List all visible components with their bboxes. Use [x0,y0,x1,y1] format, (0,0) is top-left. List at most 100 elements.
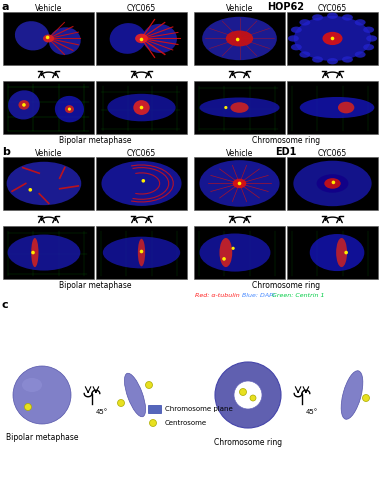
Ellipse shape [103,236,180,268]
Ellipse shape [140,106,143,110]
Ellipse shape [355,52,366,58]
Ellipse shape [322,32,343,45]
Ellipse shape [299,52,310,58]
Ellipse shape [149,420,157,426]
Bar [96,226,187,279]
Ellipse shape [46,36,50,39]
Ellipse shape [232,246,235,250]
Ellipse shape [224,106,227,109]
Ellipse shape [294,16,371,61]
Ellipse shape [200,234,271,272]
Ellipse shape [344,250,348,254]
Ellipse shape [138,239,145,266]
Text: 45°: 45° [306,409,318,415]
Text: Chromosome ring: Chromosome ring [252,281,320,290]
Text: Green: Centrin 1: Green: Centrin 1 [272,293,325,298]
Ellipse shape [331,180,335,184]
Text: CYC065: CYC065 [127,149,156,158]
Text: a: a [2,2,10,12]
Ellipse shape [234,381,262,409]
Bar [194,226,285,279]
Ellipse shape [226,30,253,46]
Text: Bipolar metaphase: Bipolar metaphase [59,136,131,145]
Ellipse shape [291,44,302,51]
Text: CYC065: CYC065 [318,149,347,158]
Ellipse shape [231,102,248,113]
Ellipse shape [8,234,80,270]
Ellipse shape [238,182,241,186]
Ellipse shape [29,188,32,192]
Text: ED1: ED1 [275,147,297,157]
Text: CYC065: CYC065 [318,4,347,13]
Bar [194,81,285,134]
Ellipse shape [341,370,363,420]
Ellipse shape [43,34,54,42]
Text: Blue: DAPI: Blue: DAPI [242,293,275,298]
Bar [3,157,94,210]
Ellipse shape [125,373,146,417]
Bar [287,12,378,65]
Ellipse shape [15,21,49,50]
Ellipse shape [142,24,177,53]
Text: b: b [2,147,10,157]
Ellipse shape [18,100,29,110]
Bar [194,12,285,65]
Ellipse shape [342,56,353,62]
Ellipse shape [200,98,280,117]
Ellipse shape [291,26,302,33]
Ellipse shape [133,100,150,115]
Ellipse shape [342,14,353,20]
Ellipse shape [6,162,81,205]
Ellipse shape [13,366,71,424]
Text: Vehicle: Vehicle [35,149,62,158]
Text: Chromosome ring: Chromosome ring [252,136,320,145]
Ellipse shape [331,36,334,40]
Ellipse shape [317,174,349,193]
Text: CYC065: CYC065 [127,4,156,13]
Ellipse shape [324,178,341,188]
Bar [96,157,187,210]
Ellipse shape [250,395,256,401]
Bar [3,226,94,279]
Bar [194,157,285,210]
Ellipse shape [233,178,247,188]
Text: Centrosome: Centrosome [165,420,207,426]
Text: Chromosome ring: Chromosome ring [214,438,282,447]
Ellipse shape [300,97,375,118]
Ellipse shape [117,400,125,406]
Bar [96,81,187,134]
Bar [3,81,94,134]
Bar [287,157,378,210]
Text: HOP62: HOP62 [267,2,304,12]
Ellipse shape [215,362,281,428]
Ellipse shape [68,108,71,110]
Ellipse shape [362,394,370,402]
Text: Vehicle: Vehicle [35,4,62,13]
Ellipse shape [31,238,38,267]
Ellipse shape [240,388,247,396]
Text: Bipolar metaphase: Bipolar metaphase [59,281,131,290]
Text: Vehicle: Vehicle [226,149,253,158]
Text: Red: α-tubulin: Red: α-tubulin [195,293,240,298]
Ellipse shape [202,17,277,60]
Text: Chromosome plane: Chromosome plane [165,406,233,412]
Ellipse shape [135,34,148,43]
Ellipse shape [236,38,240,42]
Ellipse shape [293,160,371,206]
Ellipse shape [336,238,347,267]
Ellipse shape [312,56,323,62]
Text: c: c [2,300,9,310]
Bar [148,405,161,413]
Ellipse shape [107,94,176,122]
Ellipse shape [65,105,74,113]
Text: 45°: 45° [96,409,108,415]
Ellipse shape [8,90,40,120]
Bar [287,81,378,134]
Ellipse shape [55,96,84,122]
Ellipse shape [312,14,323,20]
Ellipse shape [22,103,26,106]
Ellipse shape [31,250,35,254]
Ellipse shape [141,179,145,182]
Bar [287,226,378,279]
Ellipse shape [288,36,299,42]
